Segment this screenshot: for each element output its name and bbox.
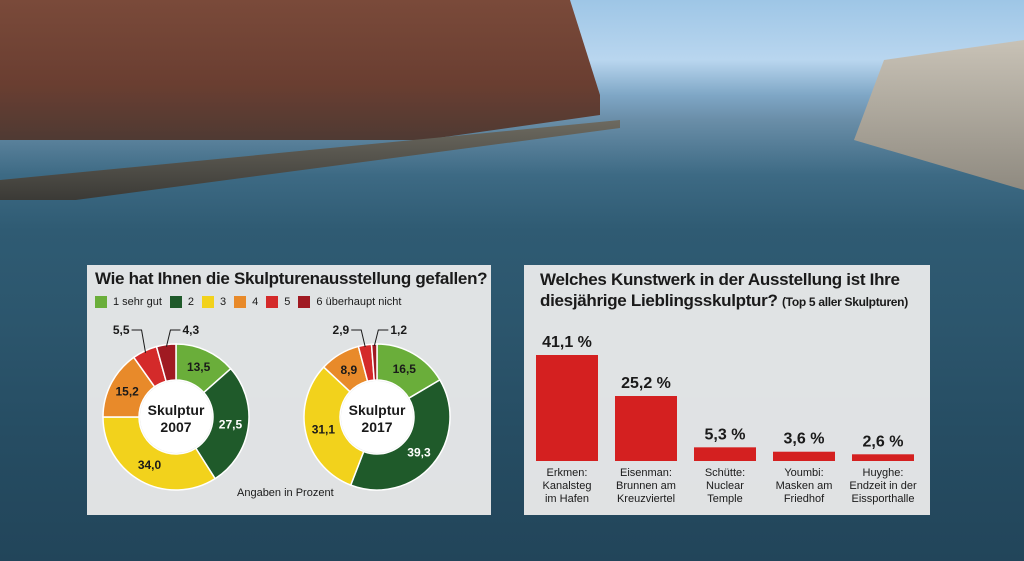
satisfaction-title: Wie hat Ihnen die Skulpturenausstellung … (95, 269, 488, 288)
bar-value-label: 25,2 % (621, 375, 671, 392)
legend-item: 1 sehr gut (95, 296, 162, 308)
title-note: (Top 5 aller Skulpturen) (781, 295, 908, 309)
pie-center-title: Skulptur (349, 402, 406, 418)
pie-slice (194, 367, 250, 480)
pie-center-year: 2017 (361, 419, 392, 435)
pie-slice (370, 343, 378, 381)
bar-value-label: 3,6 % (784, 431, 825, 448)
bar-category-label: Schütte: (705, 467, 745, 479)
pie-center-year: 2007 (160, 419, 191, 435)
satisfaction-panel: Wie hat Ihnen die Skulpturenausstellung … (87, 265, 491, 515)
leader-line (351, 329, 366, 348)
pie-slice-label: 5,5 (113, 323, 130, 337)
bar (852, 454, 914, 461)
pie-slice-label: 27,5 (219, 418, 243, 432)
pie-slice (155, 343, 177, 383)
units-note: Angaben in Prozent (237, 487, 334, 499)
bar-category-label: Masken am (776, 480, 833, 492)
legend-swatch (234, 296, 247, 308)
legend-swatch (202, 296, 215, 308)
legend-label: 6 überhaupt nicht (316, 296, 402, 308)
bar-category-label: Kanalsteg (543, 480, 592, 492)
legend-item: 4 (234, 296, 258, 308)
bar (536, 355, 598, 461)
legend-swatch (298, 296, 311, 308)
legend-label: 5 (284, 296, 291, 308)
bar-category-label: Nuclear (706, 480, 744, 492)
legend-item: 2 (169, 296, 195, 308)
legend-item: 6 überhaupt nicht (298, 296, 401, 308)
bar-category-label: Brunnen am (616, 480, 676, 492)
legend-item: 5 (266, 296, 290, 308)
bar (773, 451, 835, 461)
background-buildings-left (0, 0, 600, 140)
bar (694, 447, 756, 461)
pie-slice-label: 1,2 (390, 323, 407, 337)
bar-category-label: Kreuzviertel (617, 493, 675, 505)
satisfaction-legend: 1 sehr gut 2 3 4 5 6 überhaupt nicht (95, 296, 491, 308)
pie-charts: 13,527,534,015,25,5 4,3Skulptur200716,539… (102, 323, 451, 491)
favorite-sculpture-title: Welches Kunstwerk in der Ausstellung ist… (540, 269, 908, 313)
bar-category-label: Youmbi: (784, 467, 823, 479)
leader-line (373, 329, 389, 347)
pie-slice (303, 366, 365, 487)
pie-slice-label: 15,2 (115, 385, 139, 399)
pie-center-title: Skulptur (148, 402, 205, 418)
pie-center (140, 381, 212, 453)
pie-slice-label: 31,1 (312, 422, 336, 436)
pie-slice-label: 2,9 (333, 323, 350, 337)
bar-category-label: Erkmen: (547, 467, 588, 479)
pie-slice-label: 16,5 (393, 362, 417, 376)
bar-category-label: Eisenman: (620, 467, 672, 479)
bar-value-label: 5,3 % (705, 426, 746, 443)
pie-slice (349, 378, 451, 491)
leader-line (165, 329, 181, 347)
legend-label: 2 (187, 296, 195, 308)
legend-label: 3 (220, 296, 227, 308)
pie-slice (102, 416, 217, 491)
legend-swatch (266, 296, 279, 308)
favorite-sculpture-panel: Welches Kunstwerk in der Ausstellung ist… (524, 265, 930, 515)
title-line-2: diesjährige Lieblingsskulptur? (540, 291, 778, 310)
bar-category-label: Huyghe: (863, 467, 904, 479)
leader-line (131, 329, 147, 353)
pie-slice-label: 4,3 (182, 323, 199, 337)
bar-category-label: im Hafen (545, 493, 589, 505)
pie-slice-label: 8,9 (340, 363, 357, 377)
pie-slice-label: 34,0 (138, 458, 162, 472)
bar-value-label: 2,6 % (863, 433, 904, 450)
legend-swatch (95, 296, 107, 308)
title-line-1: Welches Kunstwerk in der Ausstellung ist… (540, 270, 900, 289)
bar-category-label: Endzeit in der (849, 480, 917, 492)
pie-center (341, 381, 413, 453)
legend-label: 4 (252, 296, 259, 308)
bar-value-label: 41,1 % (542, 334, 592, 351)
legend-swatch (169, 296, 182, 308)
legend-item: 3 (202, 296, 226, 308)
bar-category-label: Temple (707, 493, 742, 505)
legend-label: 1 sehr gut (113, 296, 162, 308)
pie-slice-label: 39,3 (407, 446, 431, 460)
bar-category-label: Eissporthalle (852, 493, 915, 505)
pie-slice-label: 13,5 (187, 360, 211, 374)
bar (615, 396, 677, 461)
bar-category-label: Friedhof (784, 493, 825, 505)
